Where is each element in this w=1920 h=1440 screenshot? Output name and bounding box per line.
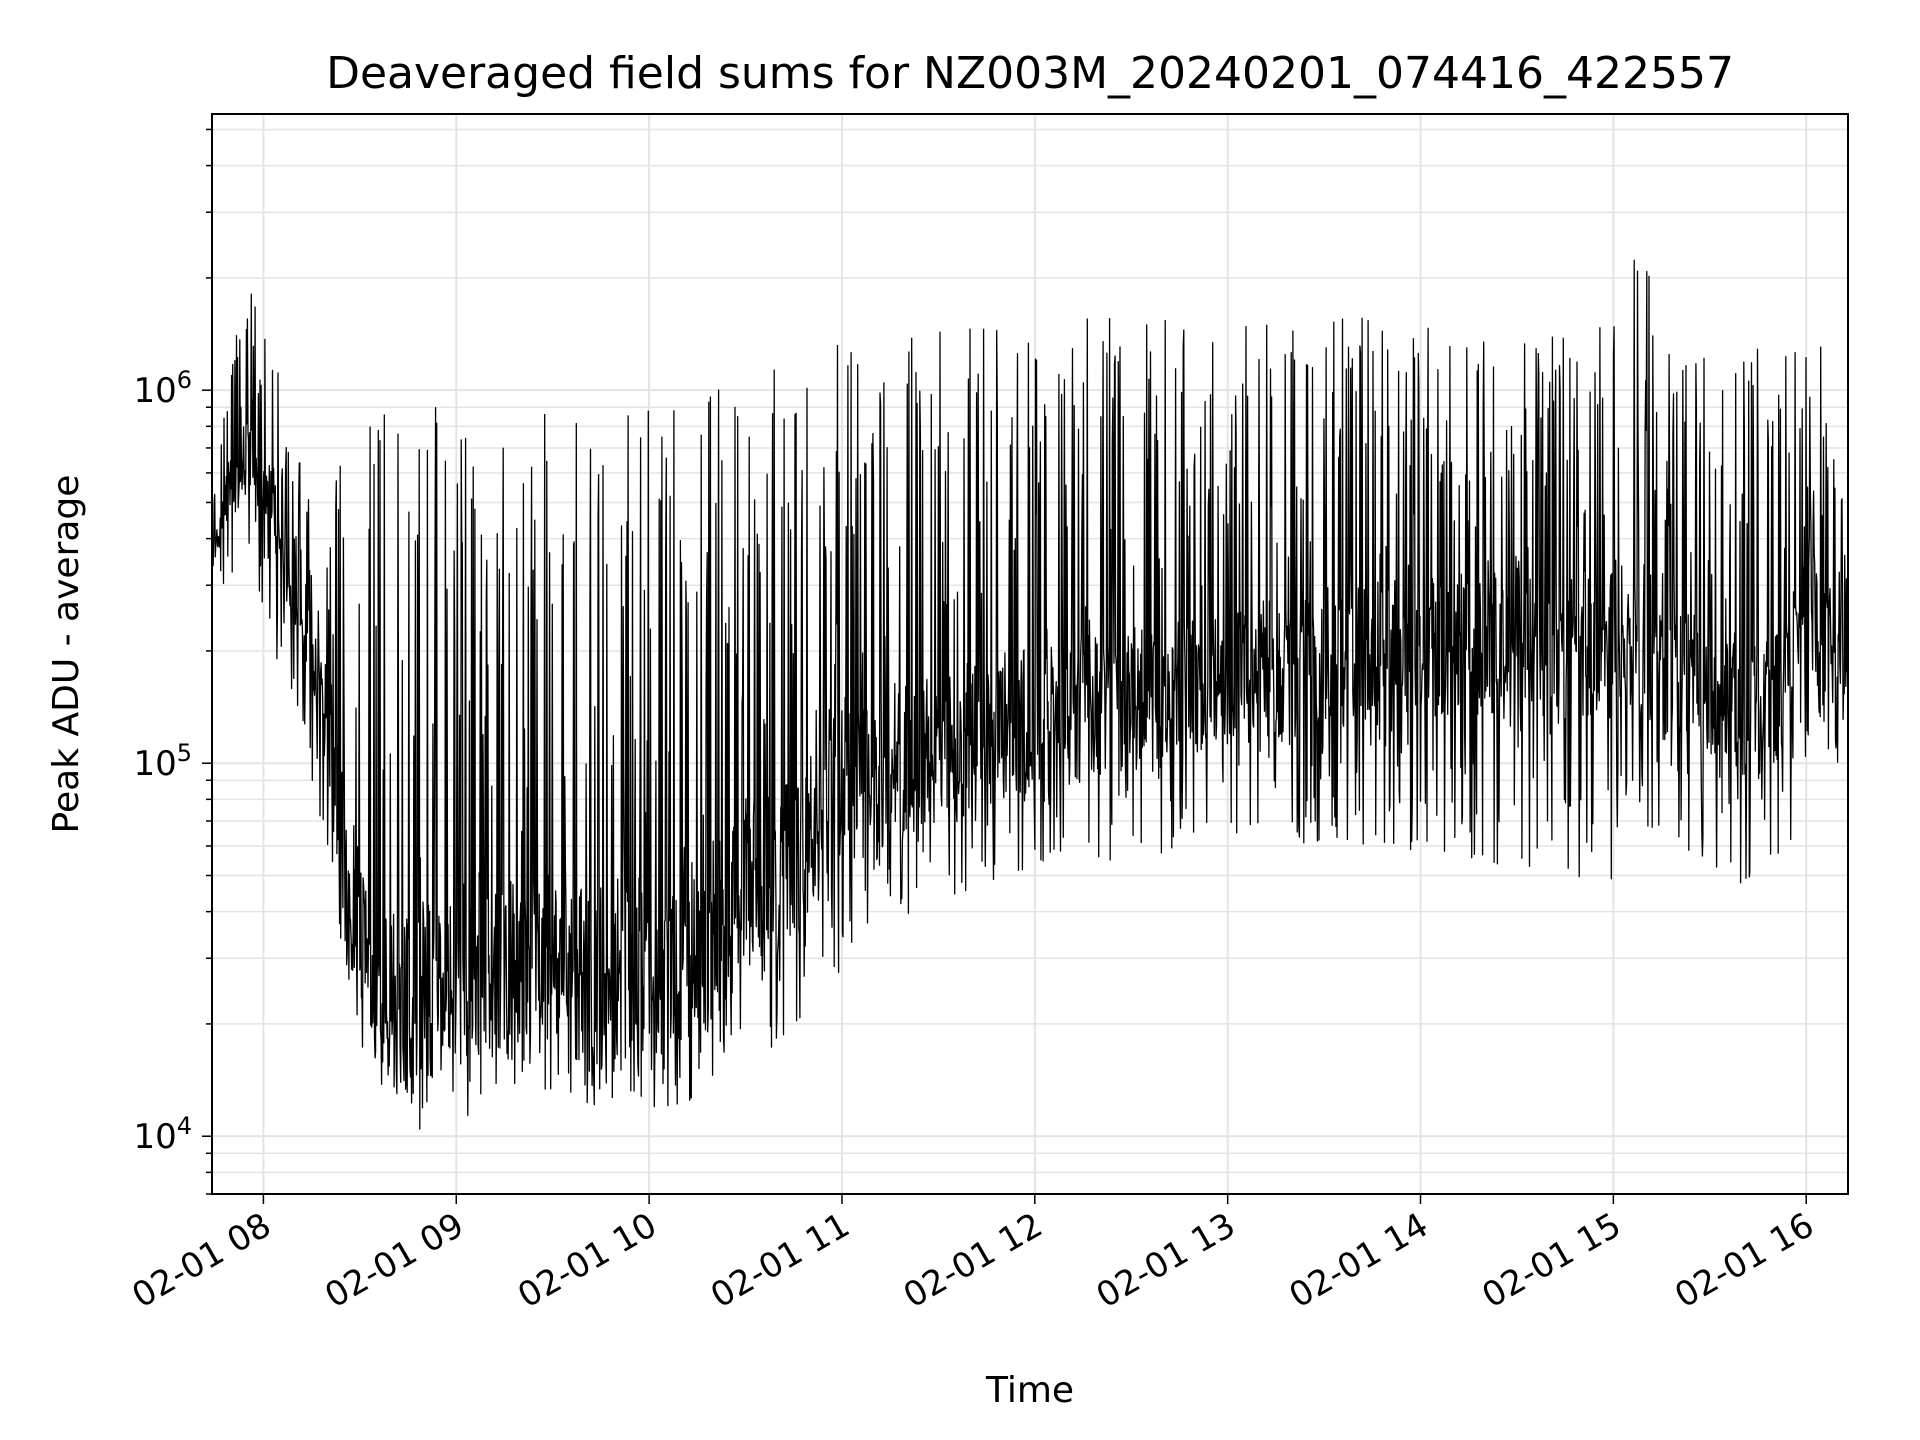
x-tick-label: 02-01 14 — [1283, 1205, 1435, 1316]
y-tick-label: 105 — [133, 739, 192, 784]
chart-title: Deaveraged field sums for NZ003M_2024020… — [326, 48, 1734, 99]
y-tick-label: 106 — [133, 366, 192, 411]
x-axis-title: Time — [985, 1370, 1074, 1411]
y-axis-title: Peak ADU - average — [46, 475, 87, 834]
x-tick-label: 02-01 15 — [1475, 1205, 1627, 1316]
x-tick-label: 02-01 10 — [511, 1205, 663, 1316]
x-tick-label: 02-01 08 — [126, 1205, 278, 1316]
x-tick-label: 02-01 11 — [704, 1205, 856, 1316]
x-tick-label: 02-01 09 — [318, 1205, 470, 1316]
data-line-layer — [211, 259, 1849, 1130]
plot-frame — [211, 113, 1849, 1195]
series-line — [211, 259, 1849, 1130]
y-tick-label: 104 — [133, 1112, 192, 1157]
x-tick-label: 02-01 13 — [1090, 1205, 1242, 1316]
x-tick-label: 02-01 16 — [1668, 1205, 1820, 1316]
x-tick-label: 02-01 12 — [897, 1205, 1049, 1316]
